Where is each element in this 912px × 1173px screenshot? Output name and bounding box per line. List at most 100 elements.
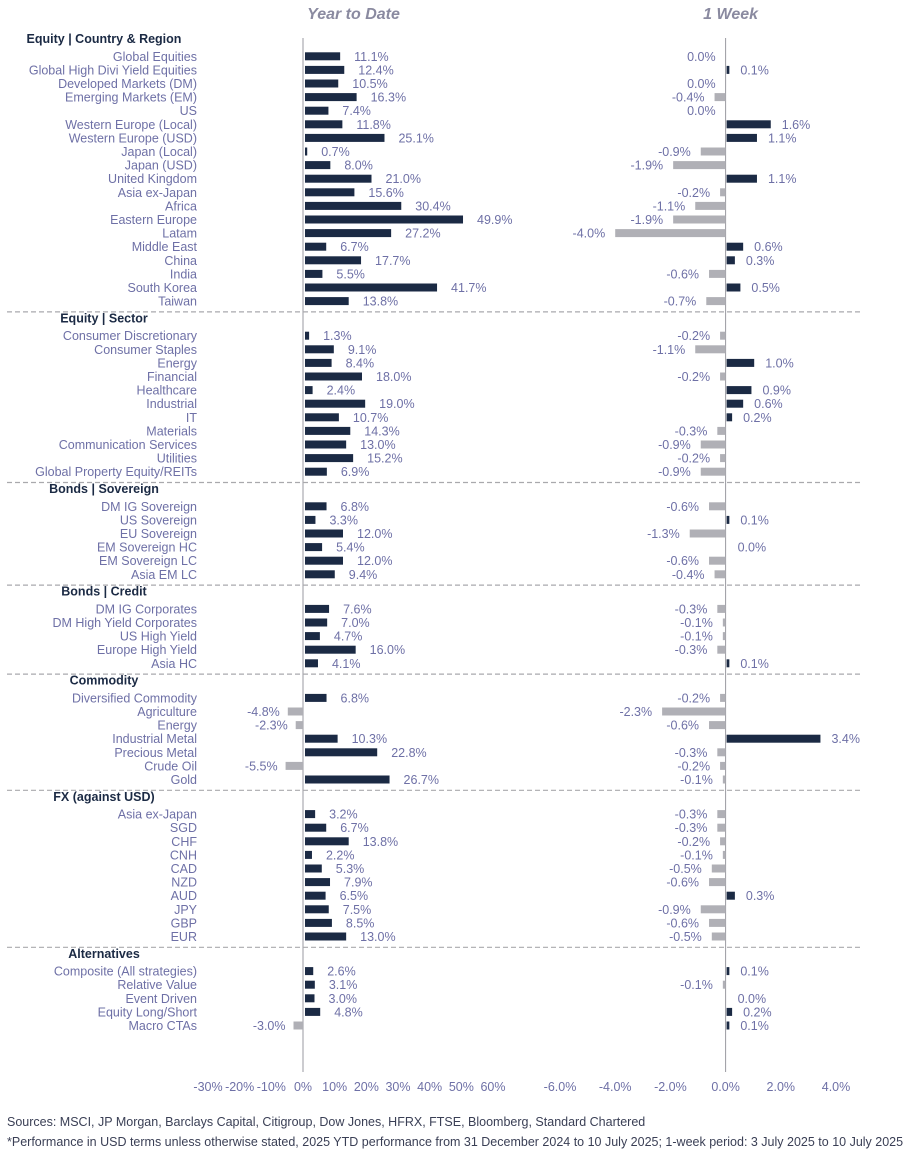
week-value-label: -1.9% [631, 213, 664, 227]
week-value-label: -0.3% [675, 808, 708, 822]
week-bar [709, 556, 726, 565]
week-value-label: -0.9% [658, 903, 691, 917]
ytd-value-label: 25.1% [398, 131, 433, 145]
ytd-value-label: 10.7% [353, 411, 388, 425]
row-label: Energy [157, 356, 197, 370]
row-label: Middle East [132, 240, 198, 254]
row-label: Global High Divi Yield Equities [29, 63, 197, 77]
row-label: Agriculture [137, 705, 197, 719]
week-bar [722, 618, 726, 627]
week-value-label: -0.3% [675, 643, 708, 657]
week-value-label: 0.0% [738, 541, 767, 555]
section-title: FX (against USD) [53, 790, 154, 804]
ytd-value-label: 19.0% [379, 397, 414, 411]
section-title: Bonds | Credit [61, 585, 147, 599]
ytd-bar [305, 905, 329, 914]
ytd-value-label: 6.8% [341, 691, 370, 705]
week-bar [722, 850, 726, 859]
row-label: Europe High Yield [97, 643, 197, 657]
row-label: Emerging Markets (EM) [65, 91, 197, 105]
ytd-bar [295, 721, 303, 730]
week-value-label: -0.6% [666, 916, 699, 930]
row-label: Macro CTAs [128, 1019, 197, 1033]
ytd-bar [285, 761, 303, 770]
week-value-label: 0.2% [743, 411, 772, 425]
ytd-value-label: 8.0% [344, 159, 373, 173]
week-bar [717, 645, 726, 654]
ytd-value-label: 8.5% [346, 916, 375, 930]
ytd-bar [305, 932, 347, 941]
week-bar [720, 837, 726, 846]
week-value-label: -1.1% [653, 343, 686, 357]
ytd-bar [305, 229, 392, 238]
week-tick-label: 4.0% [822, 1080, 851, 1094]
row-label: Event Driven [125, 992, 197, 1006]
ytd-value-label: 3.0% [329, 992, 358, 1006]
ytd-value-label: 5.5% [336, 267, 365, 281]
ytd-bar [305, 967, 314, 976]
week-bar [706, 297, 726, 306]
ytd-bar [305, 269, 323, 278]
week-bar [695, 201, 726, 210]
row-label: EUR [171, 930, 197, 944]
week-value-label: 0.0% [687, 77, 716, 91]
week-bar [689, 529, 726, 538]
ytd-value-label: -2.3% [255, 719, 288, 733]
row-label: JPY [174, 903, 198, 917]
ytd-value-label: 6.7% [340, 821, 369, 835]
row-label: Latam [162, 227, 197, 241]
row-label: CHF [171, 835, 197, 849]
ytd-value-label: 1.3% [323, 329, 352, 343]
row-label: Africa [165, 199, 197, 213]
week-value-label: 0.6% [754, 240, 783, 254]
performance-chart: Year to Date 1 Week Equity | Country & Reg… [7, 6, 860, 1094]
week-value-label: -0.6% [666, 267, 699, 281]
ytd-tick-label: 60% [480, 1080, 505, 1094]
ytd-value-label: 27.2% [405, 227, 440, 241]
week-bar [714, 570, 726, 579]
week-bar [726, 515, 730, 524]
week-value-label: -0.3% [675, 424, 708, 438]
row-label: Taiwan [158, 295, 197, 309]
ytd-bar [305, 242, 327, 251]
ytd-tick-label: 40% [417, 1080, 442, 1094]
week-bar [720, 761, 726, 770]
period-footnote: *Performance in USD terms unless otherwi… [7, 1135, 904, 1149]
ytd-value-label: 3.2% [329, 808, 358, 822]
week-value-label: 1.6% [782, 118, 811, 132]
ytd-bar [305, 775, 390, 784]
ytd-bar [305, 358, 332, 367]
week-value-label: 1.1% [768, 172, 797, 186]
ytd-value-label: 11.1% [354, 50, 389, 64]
week-bar [709, 918, 726, 927]
ytd-value-label: 6.8% [341, 500, 370, 514]
row-label: Western Europe (USD) [69, 131, 197, 145]
ytd-tick-label: -30% [193, 1080, 222, 1094]
row-label: Developed Markets (DM) [58, 77, 197, 91]
row-label: India [170, 267, 197, 281]
ytd-value-label: 7.0% [341, 616, 370, 630]
week-value-label: -0.6% [666, 554, 699, 568]
week-value-label: 0.2% [743, 1005, 772, 1019]
ytd-value-label: 4.1% [332, 657, 361, 671]
ytd-value-label: 3.1% [329, 978, 358, 992]
ytd-value-label: 4.7% [334, 630, 363, 644]
ytd-bar [305, 837, 349, 846]
ytd-value-label: 2.2% [326, 848, 355, 862]
ytd-value-label: 13.8% [363, 295, 398, 309]
ytd-bar [305, 65, 345, 74]
ytd-value-label: 5.4% [336, 541, 365, 555]
week-bar [726, 1021, 730, 1030]
ytd-bar [305, 215, 464, 224]
week-bar [717, 810, 726, 819]
ytd-bar [305, 693, 327, 702]
week-value-label: 0.5% [751, 281, 780, 295]
week-bar [722, 632, 726, 641]
row-label: Asia HC [151, 657, 197, 671]
week-tick-label: 0.0% [711, 1080, 740, 1094]
row-label: Financial [147, 370, 197, 384]
week-bar [673, 161, 726, 170]
week-bar [709, 269, 726, 278]
ytd-bar [305, 632, 320, 641]
row-label: Diversified Commodity [72, 691, 198, 705]
